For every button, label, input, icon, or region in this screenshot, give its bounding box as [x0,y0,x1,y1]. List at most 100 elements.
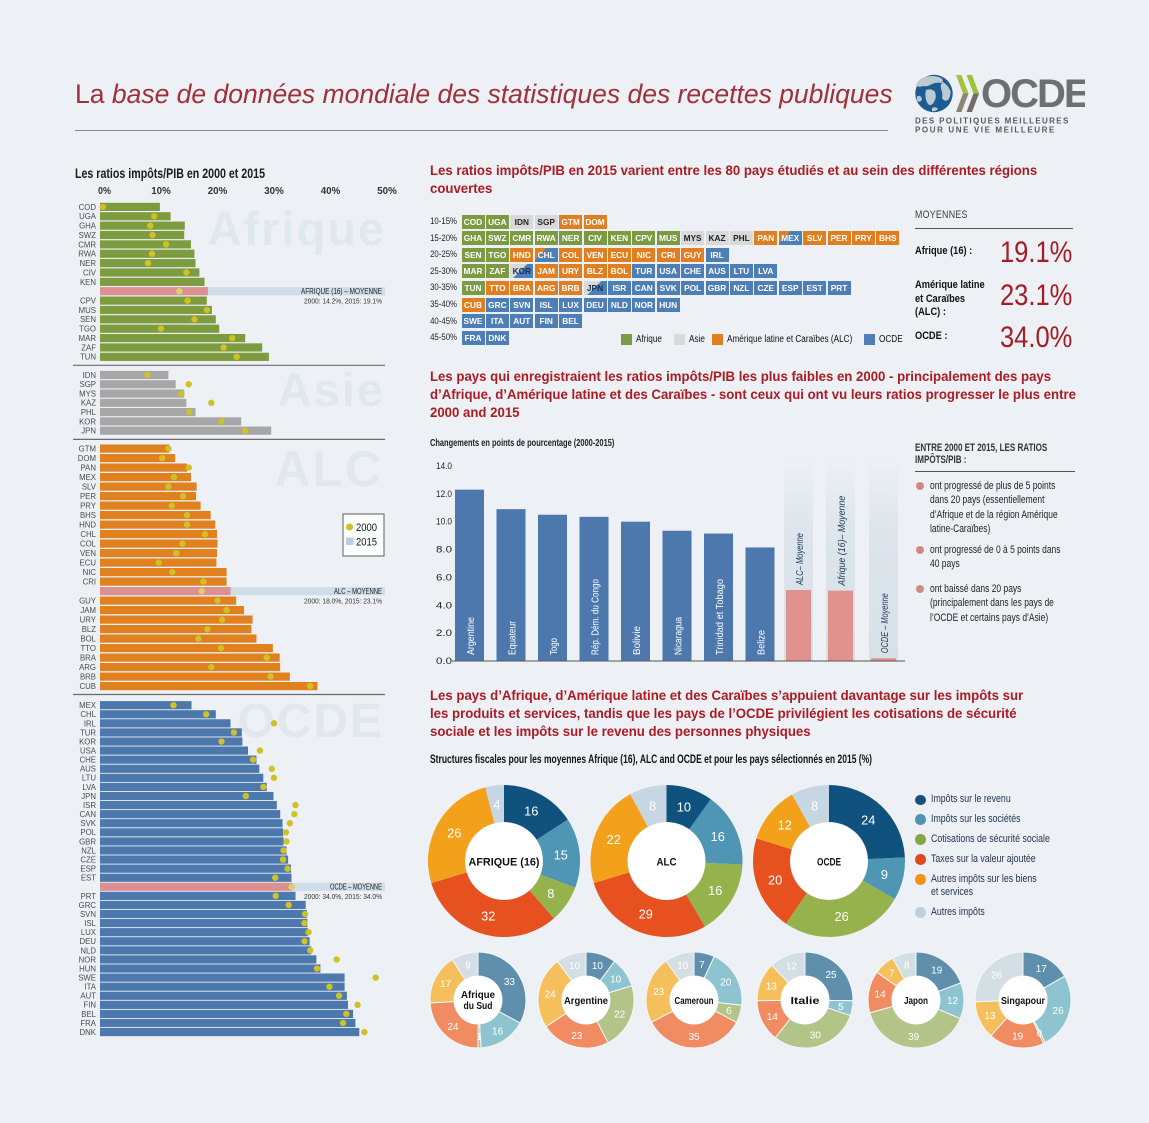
svg-text:CHL: CHL [80,530,96,539]
svg-text:CZE: CZE [80,855,96,864]
svg-text:CPV: CPV [80,297,97,306]
svg-text:Argentine: Argentine [564,996,608,1007]
svg-text:TUR: TUR [80,728,96,737]
svg-text:SGP: SGP [80,380,96,389]
svg-text:Equateur: Equateur [508,620,519,655]
svg-text:TTO: TTO [81,644,96,653]
svg-text:DES POLITIQUES MEILLEURES: DES POLITIQUES MEILLEURES [915,117,1070,126]
svg-text:Argentine: Argentine [466,617,477,655]
svg-text:SWZ: SWZ [79,231,97,240]
svg-text:20%: 20% [208,185,228,197]
svg-text:2015: 2015 [356,537,377,549]
svg-text:9: 9 [465,961,471,972]
svg-text:10: 10 [677,961,689,972]
svg-text:10: 10 [569,961,581,972]
svg-text:25: 25 [825,970,837,981]
svg-text:Rép. Dém. du Congo: Rép. Dém. du Congo [591,579,602,655]
svg-text:20: 20 [768,872,782,887]
svg-text:10: 10 [610,974,622,985]
svg-text:POUR UNE VIE MEILLEURE: POUR UNE VIE MEILLEURE [915,126,1056,135]
svg-text:35: 35 [688,1032,700,1043]
svg-text:OCDE: OCDE [817,857,841,869]
svg-text:ALC: ALC [657,857,677,869]
svg-text:ARG: ARG [79,663,96,672]
svg-text:39: 39 [908,1032,920,1043]
svg-text:10: 10 [592,961,604,972]
svg-text:NLD: NLD [80,946,96,955]
svg-text:ALC– Moyenne: ALC– Moyenne [795,533,806,586]
svg-text:OCDE: OCDE [981,72,1085,116]
svg-text:40%: 40% [321,185,341,197]
svg-text:1: 1 [476,1032,482,1043]
svg-text:10: 10 [677,799,691,814]
svg-text:BRA: BRA [80,654,97,663]
svg-text:AFRIQUE (16): AFRIQUE (16) [469,857,540,869]
svg-text:LTU: LTU [82,774,97,783]
svg-text:MAR: MAR [79,334,97,343]
svg-text:13: 13 [766,982,778,993]
svg-text:CRI: CRI [83,578,96,587]
svg-text:50%: 50% [377,185,397,197]
svg-text:MEX: MEX [79,473,97,482]
svg-text:13: 13 [984,1011,996,1022]
svg-text:8: 8 [547,886,554,901]
svg-text:CUB: CUB [80,682,96,691]
svg-text:NZL: NZL [81,846,96,855]
svg-text:Les ratios impôts/PIB en 2000: Les ratios impôts/PIB en 2000 et 2015 [75,166,265,181]
svg-text:USA: USA [80,747,97,756]
svg-text:NIC: NIC [83,568,97,577]
svg-text:OCDE: OCDE [237,695,384,748]
svg-text:LUX: LUX [81,928,97,937]
svg-text:20: 20 [720,978,732,989]
svg-text:ITA: ITA [84,983,96,992]
svg-text:IRL: IRL [84,719,97,728]
svg-text:DOM: DOM [78,454,96,463]
svg-text:HUN: HUN [79,964,96,973]
svg-text:Togo: Togo [549,638,560,655]
svg-text:2000: 2000 [356,522,377,534]
svg-text:2000: 14.2%, 2015: 19.1%: 2000: 14.2%, 2015: 19.1% [304,297,382,306]
svg-text:22: 22 [614,1010,626,1021]
svg-text:OCDE – MOYENNE: OCDE – MOYENNE [330,883,382,892]
svg-text:26: 26 [834,909,848,924]
svg-text:CHL: CHL [80,710,96,719]
svg-text:RWA: RWA [78,250,97,259]
svg-text:26: 26 [1053,1006,1065,1017]
svg-text:8: 8 [649,798,656,813]
svg-text:14: 14 [767,1012,779,1023]
svg-text:Bolivie: Bolivie [632,626,643,655]
svg-text:Nicaragua: Nicaragua [674,617,685,655]
svg-text:33: 33 [504,977,516,988]
svg-text:COD: COD [79,203,97,212]
svg-text:POL: POL [80,828,96,837]
svg-text:BEL: BEL [81,1010,96,1019]
svg-text:JAM: JAM [80,606,96,615]
svg-text:26: 26 [991,970,1003,981]
svg-text:24: 24 [861,812,875,827]
svg-text:HND: HND [79,521,96,530]
svg-text:VEN: VEN [80,549,96,558]
svg-text:FRA: FRA [80,1019,96,1028]
svg-text:Asie: Asie [278,363,385,416]
svg-text:7: 7 [889,968,895,979]
svg-text:Italie: Italie [791,996,820,1007]
svg-text:TUN: TUN [80,353,96,362]
svg-text:ZAF: ZAF [81,343,96,352]
svg-text:30: 30 [810,1031,822,1042]
svg-text:SVN: SVN [80,910,96,919]
svg-text:4.0: 4.0 [436,600,452,611]
svg-text:2.0: 2.0 [436,628,452,639]
svg-text:LVA: LVA [82,783,96,792]
svg-text:2000: 34.0%, 2015: 34.0%: 2000: 34.0%, 2015: 34.0% [304,892,382,901]
svg-text:GTM: GTM [79,445,96,454]
svg-text:KOR: KOR [79,737,96,746]
svg-text:24: 24 [545,989,557,1000]
svg-text:29: 29 [639,907,653,922]
svg-text:24: 24 [447,1022,459,1033]
svg-text:4: 4 [493,797,500,812]
svg-text:22: 22 [607,832,621,847]
svg-text:PER: PER [80,492,96,501]
svg-text:MEX: MEX [79,701,97,710]
svg-text:17: 17 [1036,964,1048,975]
svg-text:CIV: CIV [83,268,97,277]
